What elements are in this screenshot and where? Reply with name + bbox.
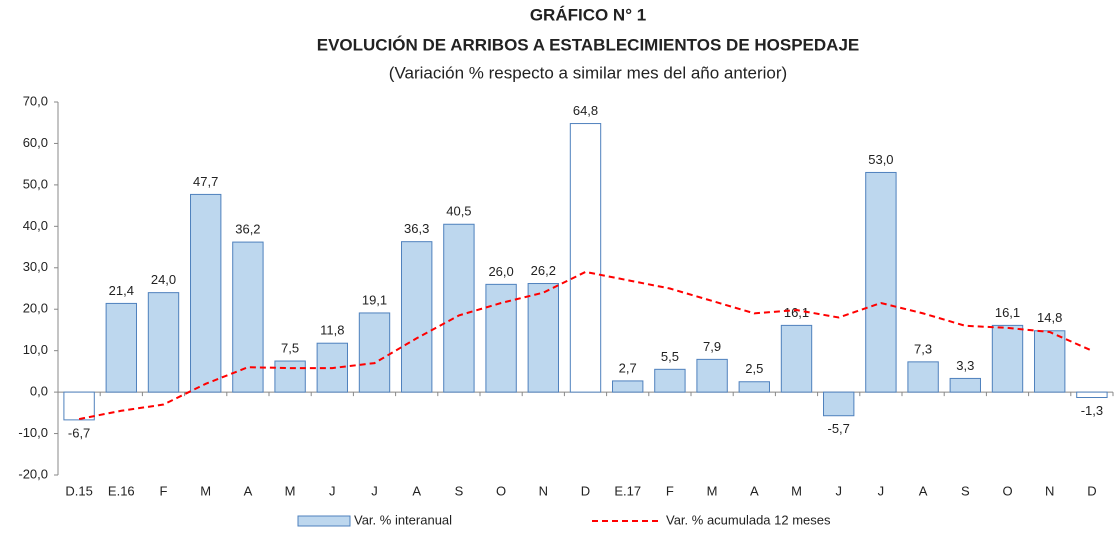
x-tick-label: O	[1002, 483, 1012, 498]
legend-label: Var. % interanual	[354, 512, 452, 527]
bar	[654, 368, 686, 393]
bar	[105, 302, 137, 393]
x-tick-label: J	[878, 483, 885, 498]
bar	[1034, 330, 1066, 393]
data-label: 26,2	[531, 263, 556, 278]
data-label: 24,0	[151, 272, 176, 287]
x-tick-label: D	[581, 483, 590, 498]
x-tick-label: E.17	[614, 483, 641, 498]
y-tick-label: -10,0	[18, 425, 48, 440]
x-tick-label: F	[666, 483, 674, 498]
x-tick-label: D	[1087, 483, 1096, 498]
data-label: 19,1	[362, 292, 387, 307]
bar	[738, 381, 770, 393]
data-label: 36,2	[235, 222, 260, 237]
data-label: 2,5	[745, 361, 763, 376]
x-tick-label: M	[285, 483, 296, 498]
x-tick-label: J	[329, 483, 336, 498]
data-label: 64,8	[573, 103, 598, 118]
data-label: 7,9	[703, 339, 721, 354]
data-label: 36,3	[404, 221, 429, 236]
data-label: 3,3	[956, 358, 974, 373]
data-label: 16,1	[784, 305, 809, 320]
x-tick-label: M	[707, 483, 718, 498]
x-tick-label: A	[412, 483, 421, 498]
bar	[991, 324, 1024, 393]
bar	[485, 283, 517, 393]
x-tick-label: A	[919, 483, 928, 498]
y-tick-label: 30,0	[23, 259, 48, 274]
bar	[443, 223, 475, 393]
bar	[949, 377, 981, 393]
bar	[865, 171, 897, 393]
data-label: -5,7	[827, 421, 849, 436]
x-tick-label: D.15	[65, 483, 92, 498]
data-label: 7,3	[914, 341, 932, 356]
x-tick-label: O	[496, 483, 506, 498]
bar	[823, 391, 855, 417]
x-tick-label: N	[539, 483, 548, 498]
data-label: 47,7	[193, 174, 218, 189]
y-tick-label: 40,0	[23, 218, 48, 233]
legend-label: Var. % acumulada 12 meses	[666, 512, 831, 527]
data-label: -6,7	[68, 425, 90, 440]
bar	[358, 312, 391, 393]
bar	[907, 361, 939, 393]
bar	[527, 283, 559, 393]
bar	[401, 241, 433, 393]
data-label: 7,5	[281, 340, 299, 355]
bar	[780, 324, 813, 393]
y-tick-label: -20,0	[18, 466, 48, 481]
x-tick-label: S	[961, 483, 970, 498]
bar	[1076, 391, 1108, 398]
data-label: 2,7	[619, 360, 637, 375]
x-tick-label: M	[791, 483, 802, 498]
x-tick-label: A	[244, 483, 253, 498]
x-tick-label: J	[835, 483, 842, 498]
data-label: 26,0	[488, 264, 513, 279]
y-tick-label: 50,0	[23, 176, 48, 191]
x-tick-label: N	[1045, 483, 1054, 498]
data-label: 16,1	[995, 305, 1020, 320]
data-label: 53,0	[868, 152, 893, 167]
bar	[696, 358, 728, 393]
y-tick-label: 70,0	[23, 93, 48, 108]
x-tick-label: M	[200, 483, 211, 498]
data-label: 40,5	[446, 204, 471, 219]
chart-title: GRÁFICO N° 1	[530, 5, 646, 24]
data-label: -1,3	[1081, 403, 1103, 418]
x-tick-label: J	[371, 483, 378, 498]
bar	[147, 292, 180, 393]
x-tick-label: F	[160, 483, 168, 498]
y-tick-label: 20,0	[23, 301, 48, 316]
y-tick-label: 60,0	[23, 135, 48, 150]
data-label: 11,8	[320, 323, 344, 338]
data-label: 5,5	[661, 349, 679, 364]
bar	[274, 360, 306, 393]
bar	[232, 241, 264, 393]
x-tick-label: E.16	[108, 483, 135, 498]
chart-note: (Variación % respecto a similar mes del …	[389, 63, 787, 82]
data-label: 21,4	[109, 283, 134, 298]
x-tick-label: A	[750, 483, 759, 498]
bar	[612, 380, 644, 393]
bar	[190, 193, 222, 393]
line	[78, 270, 1093, 421]
data-label: 14,8	[1037, 310, 1062, 325]
y-tick-label: 10,0	[23, 342, 48, 357]
x-tick-label: S	[455, 483, 464, 498]
bar	[63, 391, 95, 421]
legend-swatch	[297, 515, 351, 527]
y-tick-label: 0,0	[30, 384, 48, 399]
chart-subtitle: EVOLUCIÓN DE ARRIBOS A ESTABLECIMIENTOS …	[317, 35, 860, 54]
bar	[569, 123, 602, 393]
